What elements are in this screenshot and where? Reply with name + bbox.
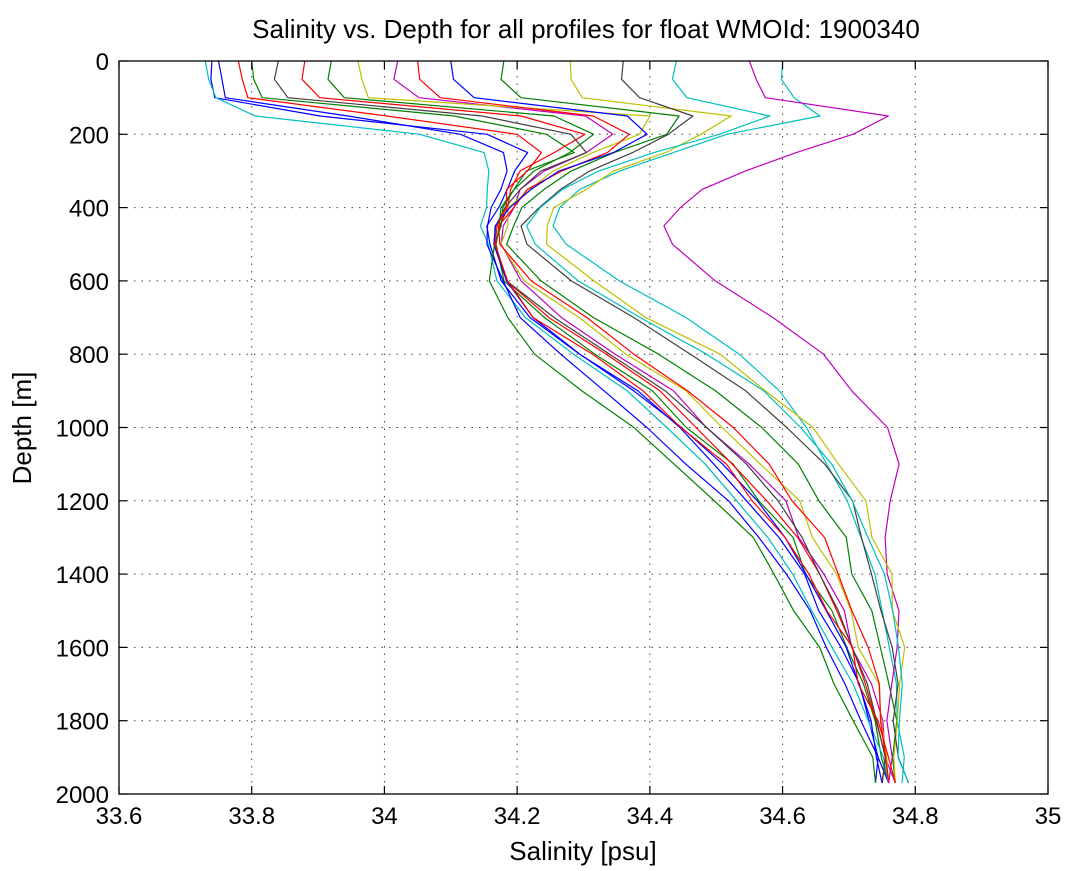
profile-line — [500, 61, 898, 784]
y-tick-label: 800 — [69, 342, 109, 369]
x-tick-label: 33.8 — [228, 803, 275, 830]
profile-line — [217, 61, 879, 784]
profile-lines — [204, 61, 910, 784]
x-tick-label: 34.2 — [494, 803, 541, 830]
profile-line — [357, 61, 890, 784]
y-axis-label: Depth [m] — [7, 372, 37, 485]
profile-line — [237, 61, 896, 784]
profile-line — [210, 61, 890, 784]
y-tick-label: 200 — [69, 122, 109, 149]
profile-line — [273, 61, 886, 784]
x-tick-label: 33.6 — [96, 803, 143, 830]
profile-line — [204, 61, 890, 784]
chart-title: Salinity vs. Depth for all profiles for … — [252, 14, 920, 44]
x-tick-label: 34.8 — [892, 803, 939, 830]
y-tick-label: 2000 — [56, 782, 109, 809]
y-tick-label: 1000 — [56, 416, 109, 443]
y-tick-label: 1200 — [56, 489, 109, 516]
profile-line — [417, 61, 890, 784]
x-tick-label: 35 — [1035, 803, 1062, 830]
profile-line — [520, 61, 910, 784]
y-tick-label: 1600 — [56, 635, 109, 662]
x-tick-label: 34.4 — [626, 803, 673, 830]
profile-line — [327, 61, 877, 784]
y-tick-label: 600 — [69, 269, 109, 296]
plot-frame — [118, 60, 1049, 795]
grid-lines — [119, 61, 1048, 794]
y-tick-label: 1400 — [56, 562, 109, 589]
y-tick-label: 1800 — [56, 709, 109, 736]
y-tick-label: 400 — [69, 196, 109, 223]
profile-line — [393, 61, 896, 784]
y-tick-labels: 0 200 400 600 800 1000 1200 1400 1600 1800 2000 — [56, 49, 109, 809]
axis-ticks — [118, 60, 1049, 795]
x-tick-label: 34 — [371, 803, 398, 830]
x-axis-label: Salinity [psu] — [509, 836, 656, 866]
x-tick-label: 34.6 — [759, 803, 806, 830]
profile-line — [450, 61, 883, 784]
x-tick-labels: 33.6 33.8 34 34.2 34.4 34.6 34.8 35 — [96, 803, 1062, 830]
profile-line — [251, 61, 890, 784]
y-tick-label: 0 — [96, 49, 109, 76]
profile-line — [546, 61, 906, 784]
profile-line — [552, 61, 905, 784]
profile-line — [526, 61, 910, 784]
